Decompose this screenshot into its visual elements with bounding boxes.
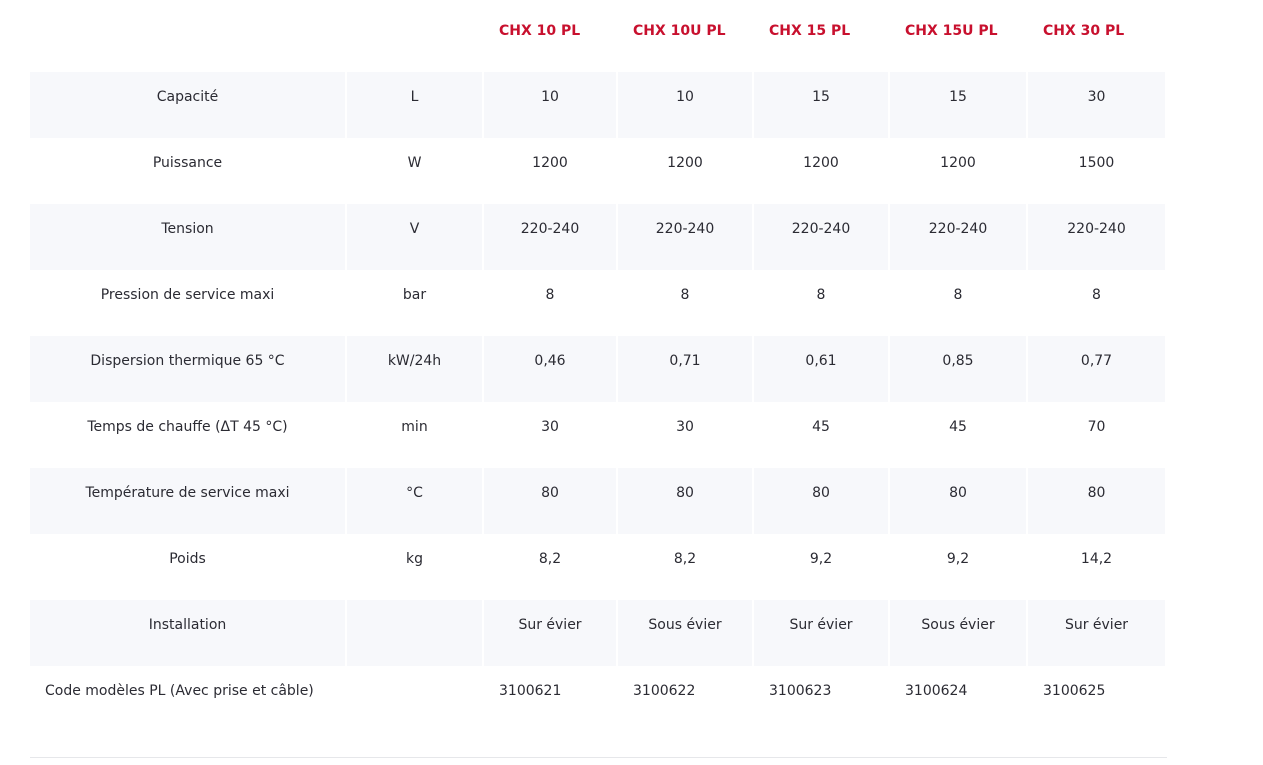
table-row: Poids kg 8,2 8,2 9,2 9,2 14,2 — [30, 534, 1165, 600]
header-empty — [30, 0, 345, 72]
cell-value: 8 — [953, 287, 963, 303]
cell-value: 30 — [676, 419, 694, 435]
row-unit: kW/24h — [347, 336, 482, 402]
row-label: Température de service maxi — [30, 468, 345, 534]
table-row: Température de service maxi °C 80 80 80 80 80 — [30, 468, 1165, 534]
cell-value: 80 — [618, 468, 752, 534]
table-row: Temps de chauffe (ΔT 45 °C) min 30 30 45 45 70 — [30, 402, 1165, 468]
row-label: Tension — [30, 204, 345, 270]
cell-value: 80 — [484, 468, 616, 534]
table-row: Pression de service maxi bar 8 8 8 8 8 — [30, 270, 1165, 336]
cell-value: Sur évier — [1028, 600, 1165, 666]
bottom-divider — [30, 757, 1167, 758]
cell-value: 30 — [541, 419, 559, 435]
cell-value: 10 — [618, 72, 752, 138]
cell-value: 8,2 — [538, 551, 562, 567]
cell-value: 70 — [1087, 419, 1106, 435]
cell-value: 8 — [816, 287, 826, 303]
row-label: Pression de service maxi — [100, 287, 275, 303]
cell-value: 0,61 — [754, 336, 888, 402]
cell-value: 1200 — [532, 155, 568, 171]
cell-value: 1200 — [803, 155, 839, 171]
cell-value: 3100625 — [1043, 683, 1106, 699]
cell-value: 220-240 — [890, 204, 1026, 270]
cell-value: 8 — [680, 287, 690, 303]
table-row: Tension V 220-240 220-240 220-240 220-240 220-… — [30, 204, 1165, 270]
row-unit: min — [401, 419, 428, 435]
cell-value: 80 — [890, 468, 1026, 534]
cell-value: Sous évier — [618, 600, 752, 666]
cell-value: 0,71 — [618, 336, 752, 402]
cell-value: 3100624 — [905, 683, 968, 699]
cell-value: 220-240 — [754, 204, 888, 270]
cell-value: 10 — [484, 72, 616, 138]
table-row: Puissance W 1200 1200 1200 1200 1500 — [30, 138, 1165, 204]
header-row: CHX 10 PL CHX 10U PL CHX 15 PL CHX 15U P… — [30, 0, 1165, 72]
row-unit: W — [407, 155, 422, 171]
row-unit: °C — [347, 468, 482, 534]
cell-value: Sur évier — [754, 600, 888, 666]
cell-value: 15 — [754, 72, 888, 138]
cell-value: Sur évier — [484, 600, 616, 666]
table-row: Capacité L 10 10 15 15 30 — [30, 72, 1165, 138]
cell-value: 3100621 — [499, 683, 562, 699]
row-label: Puissance — [152, 155, 223, 171]
table-row: Dispersion thermique 65 °C kW/24h 0,46 0,71… — [30, 336, 1165, 402]
cell-value: Sous évier — [890, 600, 1026, 666]
cell-value: 9,2 — [946, 551, 970, 567]
spec-table: CHX 10 PL CHX 10U PL CHX 15 PL CHX 15U P… — [28, 0, 1167, 732]
cell-value: 9,2 — [809, 551, 833, 567]
row-label: Installation — [30, 600, 345, 666]
table-row: Code modèles PL (Avec prise et câble) 310… — [30, 666, 1165, 732]
row-unit: kg — [406, 551, 423, 567]
cell-value: 8,2 — [673, 551, 697, 567]
cell-value: 30 — [1028, 72, 1165, 138]
row-label: Capacité — [30, 72, 345, 138]
cell-value: 8 — [1092, 287, 1101, 303]
model-header: CHX 10 PL — [499, 23, 581, 39]
cell-value: 14,2 — [1080, 551, 1113, 567]
cell-value: 0,85 — [890, 336, 1026, 402]
cell-value: 3100623 — [769, 683, 832, 699]
cell-value: 80 — [754, 468, 888, 534]
row-label: Temps de chauffe (ΔT 45 °C) — [87, 419, 288, 435]
row-label: Dispersion thermique 65 °C — [30, 336, 345, 402]
cell-value: 8 — [545, 287, 555, 303]
model-header: CHX 30 PL — [1043, 23, 1125, 39]
header-unit-empty — [347, 0, 482, 72]
row-unit: bar — [402, 287, 427, 303]
model-header: CHX 15U PL — [905, 23, 998, 39]
cell-value: 80 — [1028, 468, 1165, 534]
cell-value: 1200 — [940, 155, 976, 171]
row-label: Poids — [169, 551, 206, 567]
row-label: Code modèles PL (Avec prise et câble) — [45, 683, 314, 699]
row-unit: L — [347, 72, 482, 138]
cell-value: 0,77 — [1028, 336, 1165, 402]
cell-value: 220-240 — [484, 204, 616, 270]
cell-value: 45 — [949, 419, 967, 435]
table-row: Installation Sur évier Sous évier Sur évier… — [30, 600, 1165, 666]
cell-value: 1500 — [1078, 155, 1115, 171]
cell-value: 220-240 — [618, 204, 752, 270]
cell-value: 0,46 — [484, 336, 616, 402]
model-header: CHX 10U PL — [633, 23, 726, 39]
cell-value: 220-240 — [1028, 204, 1165, 270]
cell-value: 15 — [890, 72, 1026, 138]
cell-value: 3100622 — [633, 683, 696, 699]
model-header: CHX 15 PL — [769, 23, 851, 39]
cell-value: 1200 — [667, 155, 703, 171]
row-unit — [347, 666, 482, 732]
row-unit: V — [347, 204, 482, 270]
row-unit — [347, 600, 482, 666]
cell-value: 45 — [812, 419, 830, 435]
